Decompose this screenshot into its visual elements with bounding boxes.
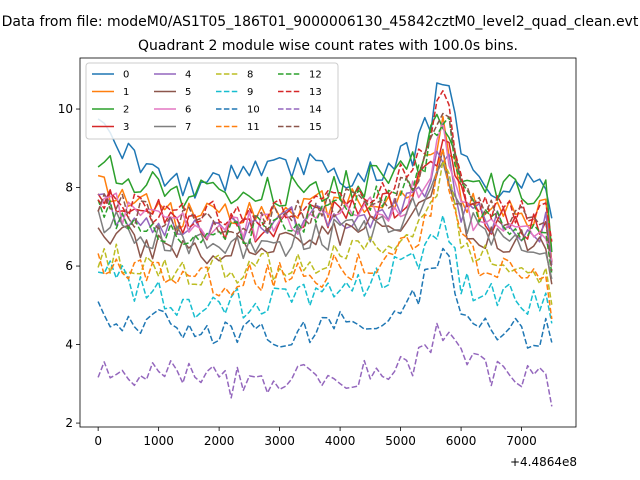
legend-label-7: 7 <box>185 122 191 133</box>
y-tick-label: 2 <box>65 416 73 430</box>
legend-label-10: 10 <box>247 105 260 116</box>
legend-label-9: 9 <box>247 87 253 98</box>
legend-label-0: 0 <box>123 70 129 81</box>
chart-title: Quadrant 2 module wise count rates with … <box>138 38 518 54</box>
legend-label-11: 11 <box>247 122 260 133</box>
legend-label-5: 5 <box>185 87 191 98</box>
x-offset-label: +4.4864e8 <box>510 455 577 469</box>
legend-label-8: 8 <box>247 70 253 81</box>
series-line-2 <box>97 113 553 253</box>
legend-label-3: 3 <box>123 122 129 133</box>
legend-label-12: 12 <box>309 70 322 81</box>
x-tick-label: 1000 <box>143 434 174 448</box>
legend-box <box>85 62 339 140</box>
series-line-12 <box>97 116 553 274</box>
figure-suptitle: Data from file: modeM0/AS1T05_186T01_900… <box>2 14 639 30</box>
legend-label-6: 6 <box>185 105 191 116</box>
series-line-4 <box>98 150 553 266</box>
series-line-14 <box>97 322 553 407</box>
legend-label-13: 13 <box>309 87 322 98</box>
legend-label-4: 4 <box>185 70 191 81</box>
series-line-11 <box>97 148 553 320</box>
legend-label-15: 15 <box>309 122 322 133</box>
series-line-6 <box>97 121 553 261</box>
x-tick-label: 0 <box>94 434 102 448</box>
x-tick-label: 2000 <box>204 434 235 448</box>
series-line-5 <box>97 148 553 285</box>
series-line-0 <box>97 82 553 219</box>
legend-label-1: 1 <box>123 87 129 98</box>
x-tick-label: 3000 <box>264 434 295 448</box>
legend-label-14: 14 <box>309 105 322 116</box>
y-tick-label: 8 <box>65 181 73 195</box>
series-line-10 <box>97 247 553 349</box>
y-tick-label: 6 <box>65 259 73 273</box>
y-tick-label: 10 <box>58 102 73 116</box>
series-line-8 <box>97 160 553 305</box>
x-tick-label: 7000 <box>506 434 537 448</box>
legend-label-2: 2 <box>123 105 129 116</box>
x-tick-label: 4000 <box>325 434 356 448</box>
axes-frame <box>79 57 577 428</box>
x-tick-label: 5000 <box>385 434 416 448</box>
x-tick-label: 6000 <box>446 434 477 448</box>
plot-area: 0 1000 2000 3000 4000 5000 6000 700024681001234… <box>58 57 577 448</box>
series-line-15 <box>97 112 553 271</box>
series-line-13 <box>97 90 553 242</box>
series-line-7 <box>97 161 553 280</box>
y-tick-label: 4 <box>65 338 73 352</box>
